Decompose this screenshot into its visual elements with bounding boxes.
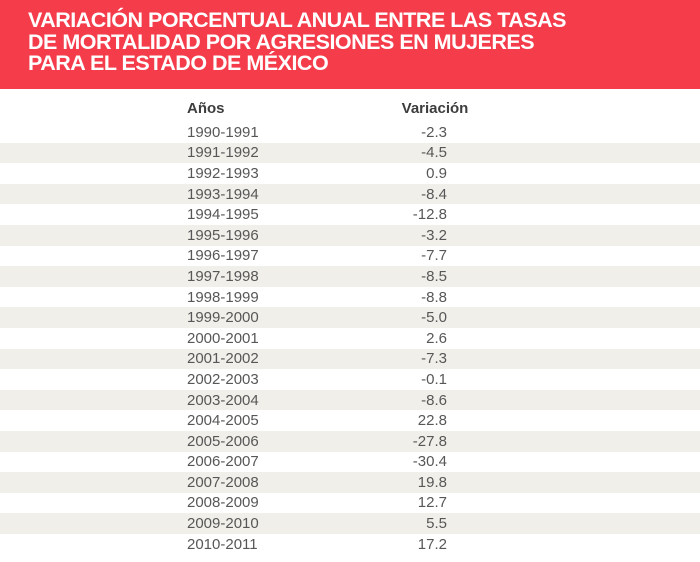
year-range-cell: 2002-2003 [187,370,259,388]
variation-value-cell: -5.0 [421,309,447,327]
table-row: 1995-1996 -3.2 [0,224,700,246]
year-range-cell: 1994-1995 [187,206,259,224]
page-title-line-2: DE MORTALIDAD POR AGRESIONES EN MUJERES [28,29,535,54]
table-row: 2004-2005 22.8 [0,410,700,431]
variation-value-cell: -27.8 [412,432,447,450]
variation-value-cell: 5.5 [426,515,447,533]
table-row: 1996-1997 -7.7 [0,246,700,267]
variation-value-cell: -3.2 [421,226,447,244]
year-range-cell: 1990-1991 [187,123,259,141]
year-range-cell: 2003-2004 [187,391,259,409]
page-title-line-3: PARA EL ESTADO DE MÉXICO [28,51,329,75]
column-header-variacion: Variación [401,100,469,117]
variation-value-cell: 17.2 [417,535,447,553]
year-range-cell: 2007-2008 [187,473,259,491]
table-row: 2009-2010 5.5 [0,513,700,534]
variation-value-cell: -2.3 [421,123,447,141]
table-row: 1998-1999 -8.8 [0,287,700,308]
variation-value-cell: -8.6 [421,391,447,409]
variation-value-cell: -8.8 [421,288,447,306]
column-header-anos: Años [187,100,225,117]
page-title-line-1: VARIACIÓN PORCENTUAL ANUAL ENTRE LAS TAS… [28,8,567,32]
table-row: 1990-1991 -2.3 [0,122,700,143]
variation-value-cell: -7.7 [421,247,447,265]
variation-value-cell: -0.1 [421,370,447,388]
data-table: Años Variación 1990-1991 -2.3 1991-1992 -4.… [0,89,700,554]
variation-value-cell: 19.8 [417,473,447,491]
variation-value-cell: 2.6 [426,329,447,347]
year-range-cell: 1993-1994 [187,185,259,203]
year-range-cell: 2006-2007 [187,453,259,471]
table-row: 1993-1994 -8.4 [0,183,700,205]
table-row: 1994-1995 -12.8 [0,204,700,225]
year-range-cell: 2005-2006 [187,432,259,450]
variation-value-cell: -4.5 [421,144,447,162]
year-range-cell: 2008-2009 [187,494,259,512]
year-range-cell: 2010-2011 [187,535,258,553]
table-row: 2002-2003 -0.1 [0,369,700,390]
variation-value-cell: 0.9 [426,164,447,182]
table-row: 2007-2008 19.8 [0,472,700,493]
table-row: 1992-1993 0.9 [0,163,700,184]
table-row: 1997-1998 -8.5 [0,266,700,287]
variation-value-cell: -12.8 [412,206,447,224]
table-row: 2005-2006 -27.8 [0,430,700,452]
table-row: 2003-2004 -8.6 [0,389,700,411]
table-row: 2010-2011 17.2 [0,534,700,555]
title-banner: VARIACIÓN PORCENTUAL ANUAL ENTRE LAS TAS… [0,0,700,89]
year-range-cell: 2000-2001 [187,329,259,347]
year-range-cell: 1992-1993 [187,164,259,182]
variation-value-cell: -8.4 [421,185,447,203]
year-range-cell: 1999-2000 [187,309,259,327]
year-range-cell: 1991-1992 [187,144,259,162]
table-row: 2001-2002 -7.3 [0,348,700,370]
year-range-cell: 1998-1999 [187,288,259,306]
table-row: 2008-2009 12.7 [0,493,700,514]
table-row: 2006-2007 -30.4 [0,452,700,473]
table-header-row: Años Variación [0,89,700,122]
variation-value-cell: 22.8 [417,412,447,430]
year-range-cell: 2001-2002 [187,350,259,368]
year-range-cell: 1996-1997 [187,247,259,265]
table-row: 1999-2000 -5.0 [0,307,700,328]
variation-value-cell: -8.5 [421,267,447,285]
year-range-cell: 1997-1998 [187,267,259,285]
table-row: 1991-1992 -4.5 [0,142,700,164]
variation-value-cell: 12.7 [417,494,447,512]
year-range-cell: 2004-2005 [187,412,259,430]
year-range-cell: 2009-2010 [187,515,259,533]
variation-value-cell: -30.4 [412,453,447,471]
table-body: 1990-1991 -2.3 1991-1992 -4.5 1992-1993 0.9 19… [0,122,700,554]
year-range-cell: 1995-1996 [187,226,259,244]
table-row: 2000-2001 2.6 [0,328,700,349]
variation-value-cell: -7.3 [421,350,447,368]
